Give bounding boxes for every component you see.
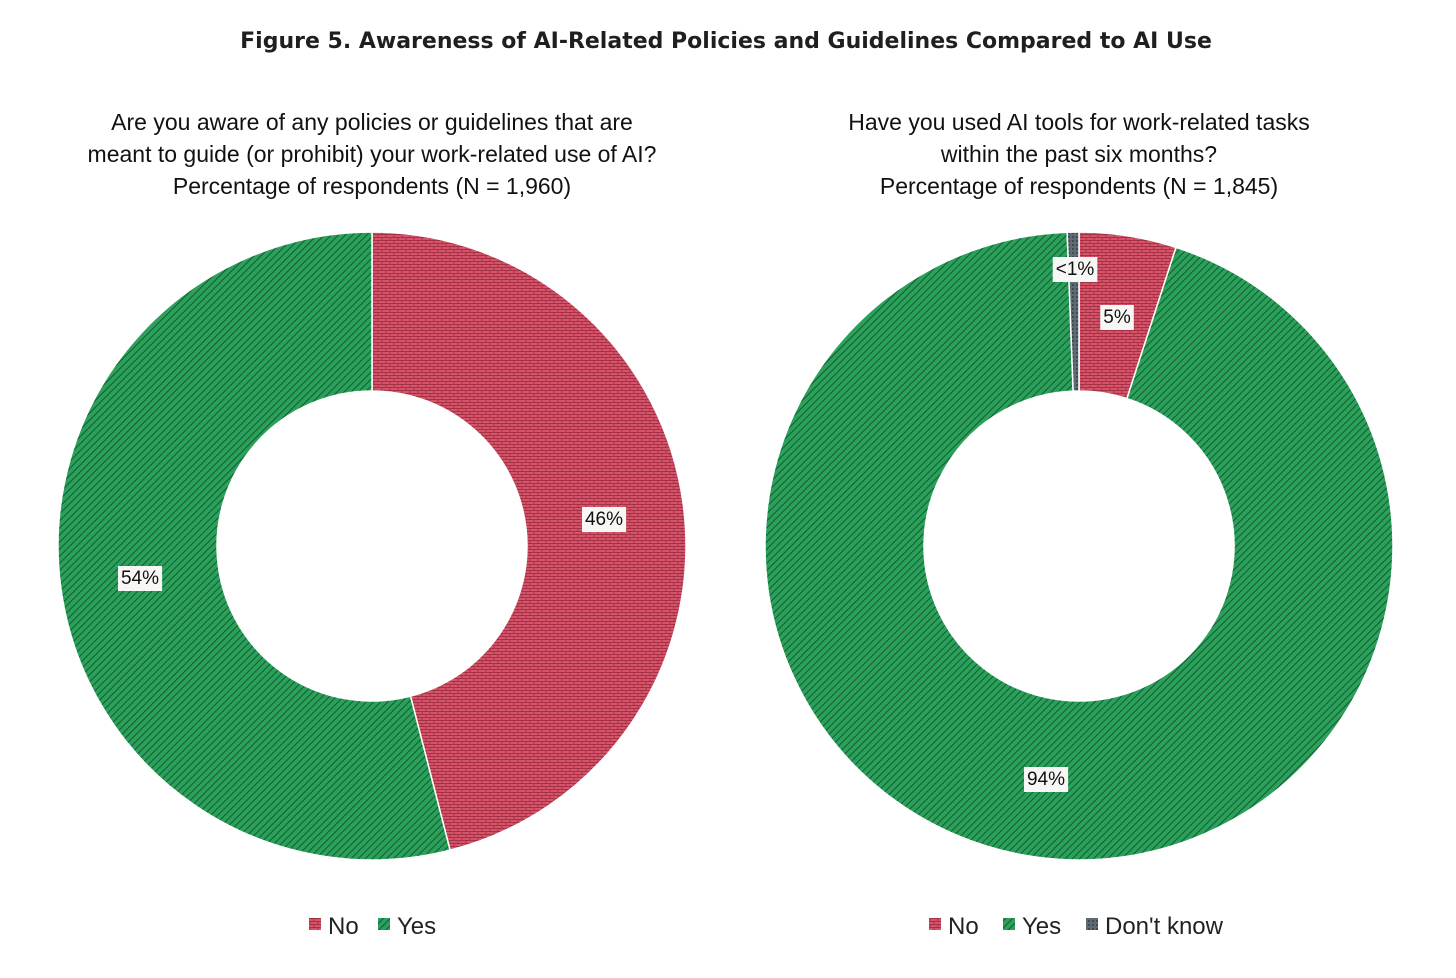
chart-2-legend: No Yes Don't know — [929, 913, 1224, 940]
chart-1-slices — [57, 231, 687, 861]
legend-label-yes: Yes — [397, 913, 436, 940]
chart-1-subtitle-line-1: Are you aware of any policies or guideli… — [111, 109, 633, 135]
data-label-no: 5% — [1100, 305, 1134, 330]
chart-1-subtitle-line-2: meant to guide (or prohibit) your work-r… — [88, 141, 657, 167]
chart-2-subtitle-line-3: Percentage of respondents (N = 1,845) — [880, 173, 1278, 199]
legend-swatch-yes — [378, 918, 390, 930]
chart-ai-use: Have you used AI tools for work-related … — [764, 109, 1394, 940]
svg-text:5%: 5% — [1103, 307, 1131, 328]
svg-text:<1%: <1% — [1056, 259, 1095, 280]
chart-1-data-labels: 46% 54% — [117, 507, 627, 591]
legend-swatch-dont-know — [1086, 918, 1098, 930]
legend-label-no: No — [328, 913, 359, 940]
data-label-don-t-know: <1% — [1052, 257, 1098, 282]
legend-swatch-yes — [1003, 918, 1015, 930]
data-label-no: 46% — [581, 507, 627, 532]
svg-text:54%: 54% — [121, 568, 159, 589]
data-label-yes: 94% — [1023, 767, 1069, 792]
chart-2-subtitle-line-2: within the past six months? — [940, 141, 1217, 167]
legend-label-no: No — [948, 913, 979, 940]
legend-swatch-no — [309, 918, 321, 930]
chart-2-slices — [764, 231, 1394, 861]
data-label-yes: 54% — [117, 566, 163, 591]
donut-slice-yes — [764, 231, 1394, 861]
chart-2-subtitle-line-1: Have you used AI tools for work-related … — [848, 109, 1310, 135]
svg-text:46%: 46% — [585, 509, 623, 530]
donut-slice-no — [371, 231, 687, 852]
legend-swatch-no — [929, 918, 941, 930]
figure-title: Figure 5. Awareness of AI-Related Polici… — [240, 29, 1212, 54]
legend-label-dont-know: Don't know — [1105, 913, 1224, 940]
chart-2-data-labels: 5% 94% <1% — [1023, 257, 1134, 792]
chart-awareness: Are you aware of any policies or guideli… — [57, 109, 687, 940]
legend-label-yes: Yes — [1022, 913, 1061, 940]
donut-slice-yes — [57, 231, 452, 861]
chart-1-legend: No Yes — [309, 913, 436, 940]
svg-text:94%: 94% — [1027, 769, 1065, 790]
chart-1-subtitle-line-3: Percentage of respondents (N = 1,960) — [173, 173, 571, 199]
